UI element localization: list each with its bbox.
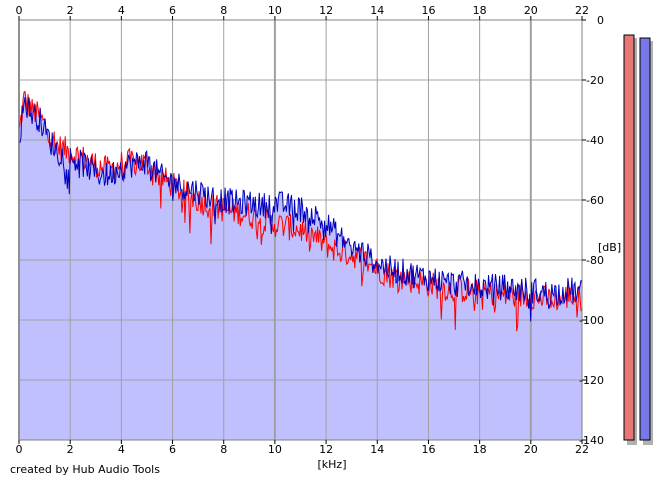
x-tick-label-bottom: 22	[575, 443, 589, 456]
x-tick-label-top: 16	[421, 4, 435, 17]
x-axis-unit-label: [kHz]	[318, 458, 347, 471]
credit-text: created by Hub Audio Tools	[10, 463, 160, 476]
x-tick-label-bottom: 10	[268, 443, 282, 456]
y-tick-label: 0	[597, 14, 604, 27]
x-tick-label-bottom: 2	[67, 443, 74, 456]
level-meter-bar	[623, 34, 635, 441]
y-tick-label: -100	[579, 314, 604, 327]
x-tick-label-bottom: 4	[118, 443, 125, 456]
x-tick-label-top: 20	[524, 4, 538, 17]
y-axis-unit-label: [dB]	[598, 241, 621, 254]
x-tick-label-top: 22	[575, 4, 589, 17]
x-tick-label-top: 2	[67, 4, 74, 17]
x-tick-label-bottom: 14	[370, 443, 384, 456]
y-tick-label: -20	[586, 74, 604, 87]
x-tick-label-top: 14	[370, 4, 384, 17]
x-tick-label-bottom: 8	[220, 443, 227, 456]
x-tick-label-top: 12	[319, 4, 333, 17]
y-tick-label: -140	[579, 434, 604, 447]
x-tick-label-bottom: 16	[421, 443, 435, 456]
x-tick-label-bottom: 6	[169, 443, 176, 456]
y-tick-label: -60	[586, 194, 604, 207]
x-tick-label-top: 4	[118, 4, 125, 17]
x-tick-label-bottom: 18	[473, 443, 487, 456]
y-tick-label: -120	[579, 374, 604, 387]
x-tick-label-bottom: 0	[16, 443, 23, 456]
y-tick-label: -40	[586, 134, 604, 147]
x-tick-label-bottom: 20	[524, 443, 538, 456]
y-tick-label: -80	[586, 254, 604, 267]
x-tick-label-bottom: 12	[319, 443, 333, 456]
x-tick-label-top: 8	[220, 4, 227, 17]
plot-frame	[18, 19, 583, 441]
x-tick-label-top: 18	[473, 4, 487, 17]
spectrum-series-line	[18, 97, 583, 322]
level-meter-bar	[639, 37, 651, 441]
x-tick-label-top: 6	[169, 4, 176, 17]
x-tick-label-top: 10	[268, 4, 282, 17]
x-tick-label-top: 0	[16, 4, 23, 17]
